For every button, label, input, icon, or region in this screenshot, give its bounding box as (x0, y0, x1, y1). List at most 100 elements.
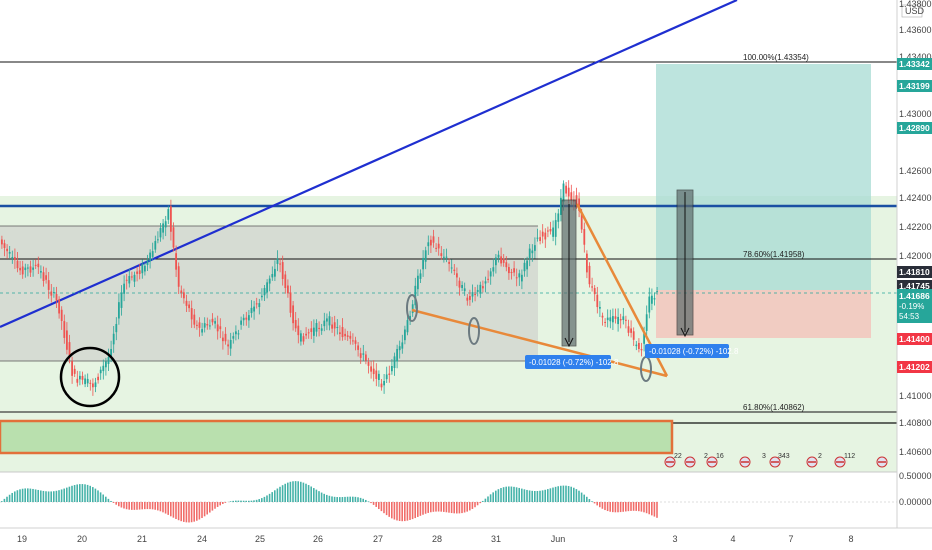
measure-label-bg-2 (645, 344, 729, 358)
oscillator-bar (289, 481, 292, 502)
oscillator-bar (297, 481, 299, 502)
oscillator-bar (1, 501, 3, 502)
oscillator-bar (562, 485, 565, 502)
oscillator-bar (427, 502, 429, 513)
oscillator-bar (487, 496, 489, 502)
bottom-circle[interactable] (59, 346, 121, 408)
event-flag-icon[interactable] (834, 456, 846, 468)
oscillator-bar (248, 500, 250, 502)
candle-body (341, 327, 344, 338)
candle-body (92, 383, 94, 388)
candle-body (289, 292, 292, 313)
oscillator-bar (432, 502, 435, 512)
candle-body (440, 253, 443, 256)
oscillator-bar (115, 502, 117, 505)
currency-box[interactable] (901, 4, 923, 18)
price-badges: 1.43342 1.43199 1.42890 1.41810 1.41745 1.414… (897, 58, 932, 373)
candle-body (422, 257, 424, 270)
oscillator-bar (258, 499, 260, 502)
candle-body (398, 346, 401, 351)
demand-zone[interactable] (0, 419, 674, 455)
oscillator-bar (159, 502, 162, 512)
candle-body (138, 270, 141, 274)
date-tick-label: 25 (255, 534, 265, 544)
oscillator-bar (320, 492, 323, 502)
oscillator-bar (547, 489, 549, 502)
price-tick-label: 1.40600 (899, 447, 932, 457)
fib-78-label: 78.60%(1.41958) (743, 250, 805, 259)
candle-body (562, 183, 565, 203)
oscillator-bar (300, 481, 302, 502)
consolidation-box[interactable] (0, 226, 538, 361)
candle-body (24, 267, 27, 271)
touch-ellipse-1[interactable] (406, 294, 418, 322)
date-tick-label: 24 (197, 534, 207, 544)
oscillator-bar (367, 501, 370, 502)
trend-line[interactable] (0, 0, 738, 329)
current-change: -0.19% (899, 302, 924, 311)
oscillator-bar (391, 502, 393, 519)
candle-body (640, 348, 643, 351)
oscillator-bar (419, 502, 422, 516)
oscillator-bar (250, 500, 253, 502)
candle-body (42, 272, 45, 282)
price-tick-label: 1.42400 (899, 193, 932, 203)
candlestick-series (1, 180, 658, 396)
candle-body (554, 220, 557, 237)
oscillator-bar (417, 502, 419, 517)
candle-body (76, 378, 79, 383)
candle-body (206, 324, 209, 326)
candle-body (580, 213, 583, 230)
candle-body (344, 333, 346, 337)
event-flag-icon[interactable] (769, 456, 781, 468)
candle-body (144, 265, 146, 272)
candle-body (604, 321, 606, 323)
candle-body (14, 257, 16, 261)
candle-body (352, 340, 354, 342)
oscillator-bar (622, 502, 624, 512)
time-axis[interactable] (0, 528, 932, 550)
candle-body (71, 361, 73, 376)
oscillator-bar (92, 487, 94, 502)
candle-body (635, 344, 638, 347)
oscillator-bar (656, 502, 658, 518)
candle-body (461, 284, 463, 289)
oscillator-bar (510, 486, 513, 502)
candle-body (29, 266, 32, 273)
candle-body (255, 303, 258, 305)
price-badge-label: 1.43199 (899, 81, 930, 91)
oscillator-bar (596, 502, 598, 506)
date-tick-label: 21 (137, 534, 147, 544)
wedge-lower-line[interactable] (411, 308, 668, 378)
candle-body (406, 320, 409, 333)
event-flag-icon[interactable] (806, 456, 818, 468)
date-tick-label: 8 (848, 534, 853, 544)
oscillator-bar (8, 494, 11, 502)
candle-body (287, 285, 289, 294)
touch-ellipse-2[interactable] (468, 317, 480, 345)
oscillator-bar (500, 488, 502, 502)
price-badge-label: 1.42890 (899, 123, 930, 133)
oscillator-bar (406, 502, 409, 521)
oscillator-bar (565, 485, 567, 502)
measure-label-1: -0.01028 (-0.72%) -102.8 (529, 358, 619, 367)
candle-body (632, 331, 635, 340)
event-flag-icon[interactable] (706, 456, 718, 468)
event-flag-icon[interactable] (664, 456, 676, 468)
candle-body (63, 321, 66, 338)
oscillator-bar (349, 496, 351, 502)
date-tick-label: 26 (313, 534, 323, 544)
oscillator-bar (146, 502, 149, 510)
oscillator-bar (411, 502, 414, 520)
oscillator-bar (214, 502, 216, 509)
candle-body (370, 366, 372, 372)
oscillator-histogram (1, 481, 658, 523)
event-flag-icon[interactable] (876, 456, 888, 468)
candle-body (237, 333, 240, 335)
candle-body (365, 354, 367, 361)
oscillator-bar (281, 485, 284, 502)
event-flag-icon[interactable] (739, 456, 751, 468)
event-flag-icon[interactable] (684, 456, 696, 468)
oscillator-bar (268, 493, 271, 502)
